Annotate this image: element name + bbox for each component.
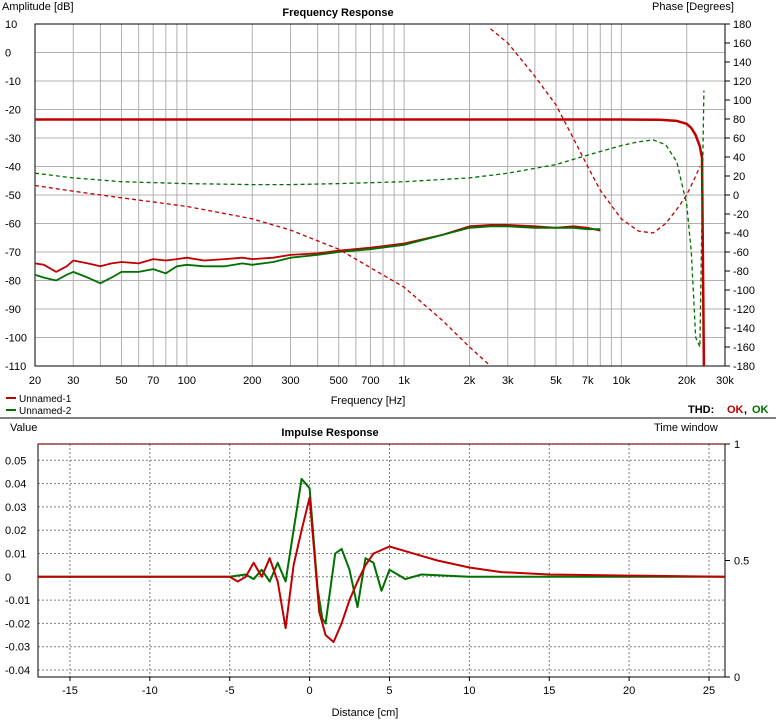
thd-separator: , (744, 404, 747, 416)
freq-x-tick-label: 70 (147, 375, 159, 387)
series-amplitude-unnamed-2 (35, 225, 601, 285)
phase-tick-label: -120 (733, 304, 755, 316)
phase-tick-label: -180 (733, 361, 755, 373)
phase-tick-label: -40 (733, 228, 749, 240)
phase-tick-label: -140 (733, 323, 755, 335)
amplitude-tick-label: -30 (5, 133, 21, 145)
thd-status-series1: OK (727, 404, 744, 416)
phase-tick-label: 60 (733, 133, 745, 145)
time-window-tick-label: 0 (734, 672, 740, 684)
impulse-x-tick-label: 5 (386, 685, 392, 697)
amplitude-axis-title: Amplitude [dB] (2, 1, 74, 13)
impulse-y-tick-label: 0.05 (5, 455, 26, 467)
freq-x-tick-label: 100 (178, 375, 196, 387)
amplitude-tick-label: 10 (5, 19, 17, 31)
impulse-x-tick-label: 10 (463, 685, 475, 697)
time-window-axis-title: Time window (654, 422, 718, 434)
phase-tick-label: 80 (733, 114, 745, 126)
impulse-x-tick-label: 25 (703, 685, 715, 697)
phase-tick-label: 140 (733, 57, 751, 69)
impulse-y-tick-label: 0.03 (5, 502, 26, 514)
freq-x-tick-label: 5k (550, 375, 562, 387)
amplitude-tick-label: -90 (5, 304, 21, 316)
impulse-y-tick-label: -0.02 (5, 618, 30, 630)
impulse-x-tick-label: -5 (225, 685, 235, 697)
freq-x-tick-label: 2k (464, 375, 476, 387)
value-axis-title: Value (10, 422, 37, 434)
phase-tick-label: 0 (733, 190, 739, 202)
impulse-x-tick-label: -15 (62, 685, 78, 697)
series-phase-unnamed-2 (35, 90, 705, 348)
impulse-y-tick-label: 0.02 (5, 525, 26, 537)
phase-axis-title: Phase [Degrees] (652, 1, 734, 13)
phase-tick-label: -60 (733, 247, 749, 259)
phase-tick-label: 160 (733, 38, 751, 50)
impulse-y-tick-label: 0.04 (5, 479, 26, 491)
impulse-plot-frame (37, 443, 726, 678)
legend-label-series1: Unnamed-1 (19, 394, 72, 405)
amplitude-tick-label: -10 (5, 76, 21, 88)
freq-x-tick-label: 10k (612, 375, 630, 387)
phase-tick-label: 20 (733, 171, 745, 183)
amplitude-tick-label: -60 (5, 219, 21, 231)
amplitude-tick-label: -100 (5, 333, 27, 345)
series-impulse-unnamed-2 (38, 477, 725, 625)
impulse-x-tick-label: -10 (142, 685, 158, 697)
freq-x-tick-label: 3k (502, 375, 514, 387)
phase-tick-label: -160 (733, 342, 755, 354)
impulse-x-tick-label: 0 (307, 685, 313, 697)
phase-tick-label: 180 (733, 19, 751, 31)
phase-tick-label: -80 (733, 266, 749, 278)
freq-x-tick-label: 200 (243, 375, 261, 387)
series-amplitude-unnamed-1-main (35, 118, 706, 366)
amplitude-tick-label: -70 (5, 247, 21, 259)
legend-label-series2: Unnamed-2 (19, 406, 72, 417)
distance-axis-label: Distance [cm] (332, 707, 399, 719)
impulse-x-tick-label: 15 (543, 685, 555, 697)
impulse-y-tick-label: 0 (5, 572, 11, 584)
freq-chart-title: Frequency Response (282, 7, 393, 19)
freq-x-tick-label: 50 (115, 375, 127, 387)
freq-x-tick-label: 700 (361, 375, 379, 387)
amplitude-tick-label: -110 (5, 361, 26, 373)
amplitude-tick-label: -50 (5, 190, 21, 202)
freq-x-tick-label: 1k (398, 375, 410, 387)
amplitude-tick-label: -20 (5, 105, 21, 117)
impulse-x-tick-label: 20 (623, 685, 635, 697)
time-window-tick-label: 0.5 (734, 556, 749, 568)
phase-tick-label: -100 (733, 285, 755, 297)
freq-x-tick-label: 30k (716, 375, 734, 387)
series-phase-unnamed-1-high (490, 28, 701, 234)
impulse-y-tick-label: 0.01 (5, 549, 26, 561)
thd-label: THD: (688, 404, 714, 416)
impulse-y-tick-label: -0.01 (5, 595, 30, 607)
impulse-chart-title: Impulse Response (281, 427, 378, 439)
time-window-tick-label: 1 (734, 439, 740, 451)
freq-x-tick-label: 300 (281, 375, 299, 387)
freq-x-tick-label: 500 (330, 375, 348, 387)
phase-tick-label: 120 (733, 76, 751, 88)
freq-x-tick-label: 7k (582, 375, 594, 387)
series-amplitude-unnamed-1 (35, 223, 601, 273)
impulse-y-tick-label: -0.04 (5, 665, 30, 677)
freq-x-tick-label: 30 (67, 375, 79, 387)
amplitude-tick-label: -40 (5, 162, 21, 174)
amplitude-tick-label: -80 (5, 276, 21, 288)
amplitude-tick-label: 0 (5, 48, 11, 60)
series-impulse-unnamed-1 (38, 496, 725, 643)
thd-status-series2: OK (752, 404, 769, 416)
phase-tick-label: 100 (733, 95, 751, 107)
phase-tick-label: -20 (733, 209, 749, 221)
freq-x-tick-label: 20k (678, 375, 696, 387)
series-phase-unnamed-1-low (35, 184, 491, 366)
phase-tick-label: 40 (733, 152, 745, 164)
impulse-y-tick-label: -0.03 (5, 642, 30, 654)
frequency-axis-label: Frequency [Hz] (331, 395, 406, 407)
freq-x-tick-label: 20 (29, 375, 41, 387)
